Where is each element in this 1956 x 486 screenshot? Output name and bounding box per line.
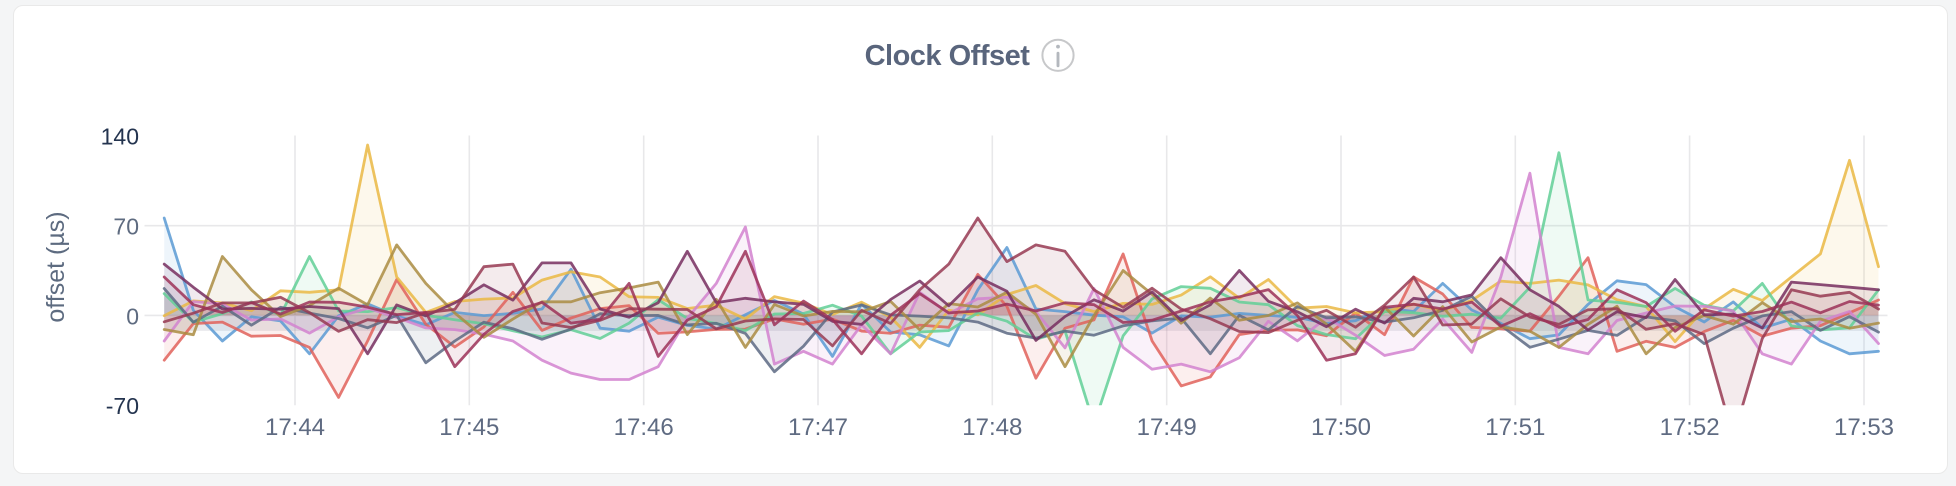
- svg-text:17:44: 17:44: [265, 414, 325, 441]
- svg-text:17:53: 17:53: [1834, 414, 1894, 441]
- svg-text:offset (µs): offset (µs): [42, 211, 70, 322]
- svg-text:17:46: 17:46: [614, 414, 674, 441]
- svg-text:17:45: 17:45: [439, 414, 499, 441]
- svg-text:17:51: 17:51: [1485, 414, 1545, 441]
- svg-text:-70: -70: [106, 393, 139, 419]
- svg-text:17:49: 17:49: [1137, 414, 1197, 441]
- svg-text:17:52: 17:52: [1660, 414, 1720, 441]
- svg-text:17:47: 17:47: [788, 414, 848, 441]
- svg-text:0: 0: [126, 303, 139, 329]
- svg-text:70: 70: [113, 214, 139, 240]
- svg-text:140: 140: [101, 123, 139, 149]
- svg-text:17:50: 17:50: [1311, 414, 1371, 441]
- svg-text:17:48: 17:48: [962, 414, 1022, 441]
